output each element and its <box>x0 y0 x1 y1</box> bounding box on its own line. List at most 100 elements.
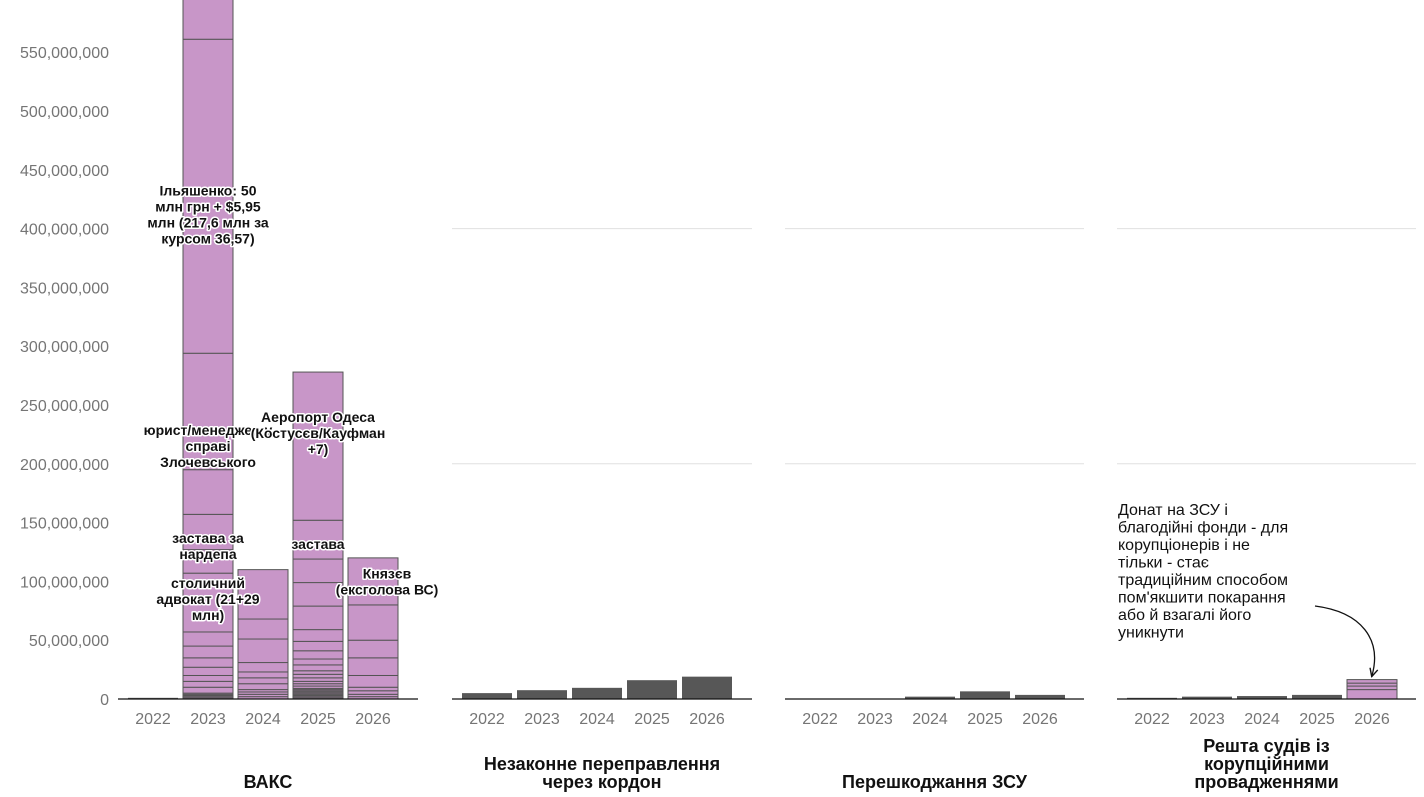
bar-segment <box>292 519 344 560</box>
x-tick-label: 2025 <box>967 711 1003 728</box>
x-tick-label: 2023 <box>1189 711 1225 728</box>
bar-annotation: юрист/менеджер у справі Злочевського <box>144 422 273 470</box>
bar-segment <box>292 664 344 672</box>
bar-annotation: застава <box>291 536 344 552</box>
x-tick-label: 2022 <box>469 711 505 728</box>
y-tick-label: 300,000,000 <box>20 339 109 356</box>
bar-annotation: Князєв (ексголова ВС) <box>336 565 439 597</box>
bar-segment <box>292 658 344 666</box>
bar-segment <box>292 670 344 675</box>
y-tick-label: 0 <box>100 692 109 709</box>
bar-segment <box>292 650 344 660</box>
y-tick-label: 550,000,000 <box>20 45 109 62</box>
x-tick-label: 2024 <box>245 711 281 728</box>
panel-2: 2022 2023 2024 2025 2026 Незаконне переправле… <box>452 676 752 792</box>
bar-segment <box>237 618 289 640</box>
bar-segment <box>1182 696 1232 699</box>
panel-4: 2022 2023 2024 2025 2026 Решта судів із корупц… <box>1117 502 1416 792</box>
callout-arrow <box>1314 605 1375 676</box>
bar-segment <box>1346 679 1398 684</box>
bar-segment <box>462 693 512 699</box>
x-tick-label: 2026 <box>689 711 725 728</box>
bar-annotation: Аеропорт Одеса (Костусєв/Кауфман +7) <box>251 409 386 457</box>
bar-segment <box>182 352 234 471</box>
panel-title: Решта судів із корупційними провадженнями <box>1194 736 1338 792</box>
bar-segment <box>182 0 234 40</box>
bar-segment <box>182 674 234 682</box>
bar-segment <box>292 371 344 521</box>
bar-segment <box>1237 696 1287 699</box>
bar-segment <box>237 677 289 685</box>
bar-segment <box>347 686 399 692</box>
x-tick-label: 2026 <box>1022 711 1058 728</box>
x-tick-label: 2022 <box>1134 711 1170 728</box>
y-axis: 0 50,000,000 100,000,000 150,000,000 200,000… <box>20 45 109 709</box>
bar-segment <box>237 683 289 691</box>
bar-annotation: застава за нардепа <box>172 530 244 562</box>
bar-segment <box>347 690 399 695</box>
panels: 2022 2023 2024 2025 2026 ВАКС Ільяшенко: 50 млн… <box>118 0 1416 792</box>
bar-segment <box>905 696 955 699</box>
bar-segment <box>182 513 234 551</box>
y-tick-label: 150,000,000 <box>20 516 109 533</box>
bar-segment <box>627 680 677 699</box>
callout-note: Донат на ЗСУ і благодійні фонди - для кору… <box>1118 502 1288 642</box>
bar-segment <box>682 676 732 699</box>
bar-segment <box>572 687 622 699</box>
bar-segment <box>182 572 234 633</box>
bar-segment <box>237 638 289 664</box>
bar-segment <box>347 674 399 688</box>
x-tick-label: 2026 <box>1354 711 1390 728</box>
bar-segment <box>292 558 344 584</box>
bar-segment <box>347 639 399 659</box>
y-tick-label: 500,000,000 <box>20 104 109 121</box>
bar-segment <box>182 686 234 694</box>
y-tick-label: 200,000,000 <box>20 457 109 474</box>
x-tick-label: 2024 <box>1244 711 1280 728</box>
bar-segment <box>182 645 234 659</box>
y-tick-label: 350,000,000 <box>20 280 109 297</box>
x-tick-label: 2025 <box>634 711 670 728</box>
bar-segment <box>237 569 289 620</box>
x-tick-label: 2026 <box>355 711 391 728</box>
y-tick-label: 100,000,000 <box>20 574 109 591</box>
panel-3: 2022 2023 2024 2025 2026 Перешкоджання ЗСУ <box>785 691 1084 792</box>
gridlines <box>452 228 1416 465</box>
bar-segment <box>347 557 399 606</box>
bar-segment <box>292 629 344 642</box>
x-tick-label: 2023 <box>524 711 560 728</box>
bar-segment <box>1015 694 1065 699</box>
bar-segment <box>292 605 344 631</box>
y-tick-label: 450,000,000 <box>20 163 109 180</box>
panel-title: Незаконне переправлення через кордон <box>484 754 720 792</box>
bar-segment <box>182 680 234 688</box>
bar-annotation: столичний адвокат (21+29 млн) <box>156 575 259 623</box>
bar-segment <box>182 666 234 676</box>
panel-1: 2022 2023 2024 2025 2026 ВАКС Ільяшенко: 50 млн… <box>118 0 440 792</box>
x-tick-label: 2022 <box>135 711 171 728</box>
x-tick-label: 2025 <box>1299 711 1335 728</box>
x-tick-label: 2024 <box>579 711 615 728</box>
bar-segment <box>292 673 344 679</box>
x-tick-label: 2025 <box>300 711 336 728</box>
bar-segment <box>292 640 344 652</box>
bar-segment <box>182 38 234 354</box>
bar-segment <box>182 657 234 668</box>
bar-segment <box>347 604 399 641</box>
bar-segment <box>182 469 234 515</box>
bar-segment <box>237 671 289 679</box>
bar-segment <box>292 677 344 682</box>
bar-segment <box>1346 685 1398 691</box>
bar-segment <box>182 631 234 647</box>
x-tick-label: 2024 <box>912 711 948 728</box>
bar-annotation: Ільяшенко: 50 млн грн + $5,95 млн (217,6 м… <box>147 182 269 246</box>
y-tick-label: 400,000,000 <box>20 222 109 239</box>
bar-segment <box>237 662 289 673</box>
y-tick-label: 50,000,000 <box>29 633 109 650</box>
x-tick-label: 2023 <box>857 711 893 728</box>
bar-segment <box>1346 689 1398 700</box>
y-tick-label: 250,000,000 <box>20 398 109 415</box>
bar-segment <box>347 657 399 676</box>
panel-title: ВАКС <box>244 772 293 792</box>
